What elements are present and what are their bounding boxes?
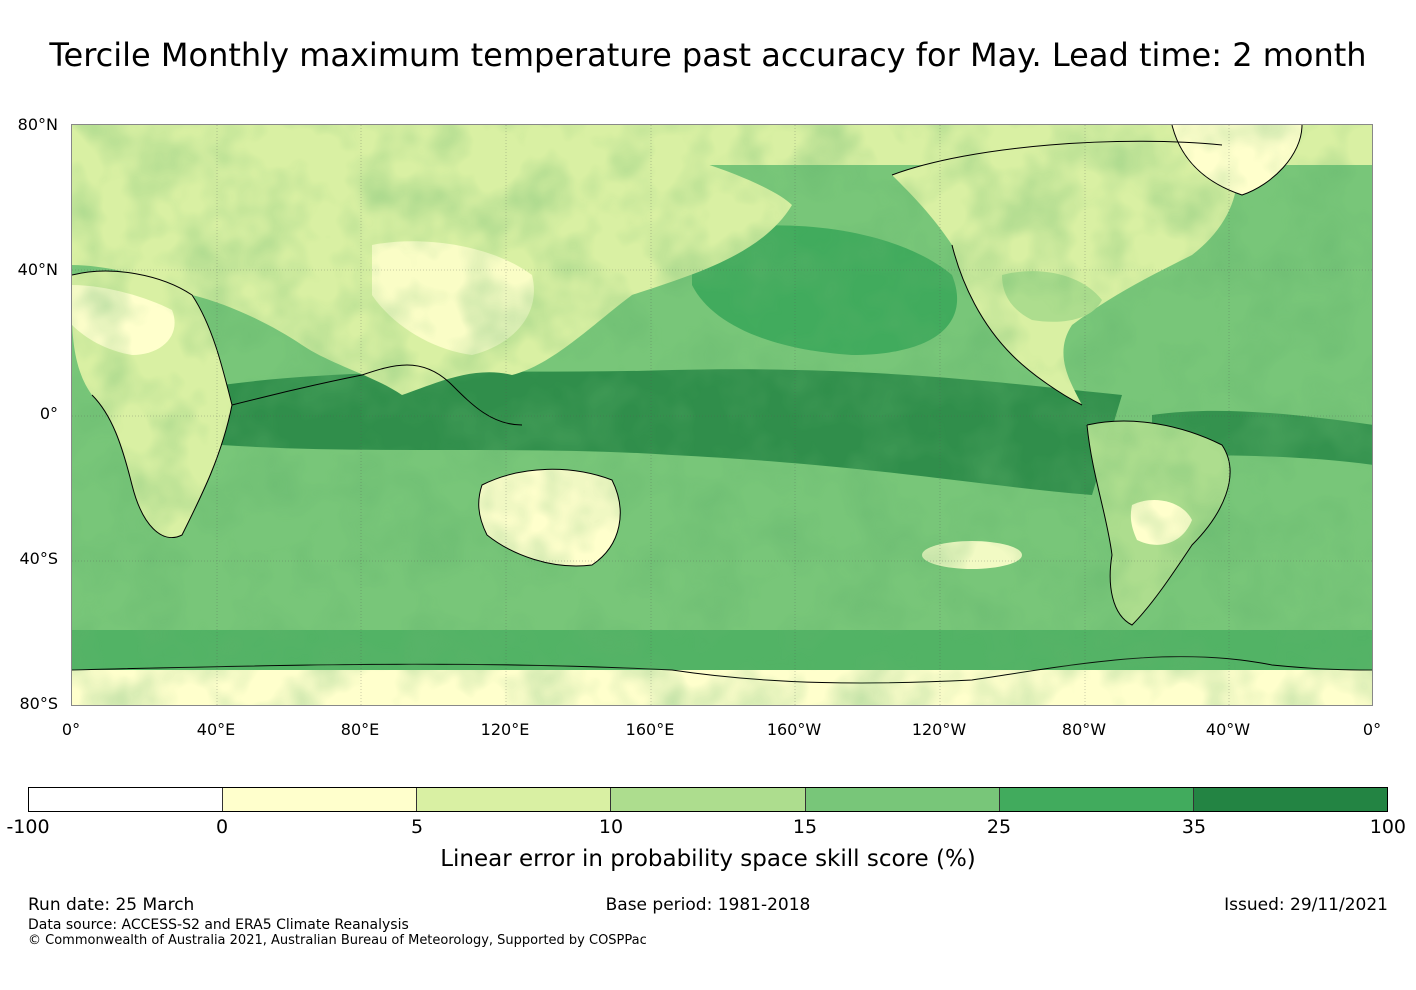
base-period: Base period: 1981-2018 xyxy=(605,895,811,915)
lon-label-0: 0° xyxy=(61,720,81,739)
data-source: Data source: ACCESS-S2 and ERA5 Climate … xyxy=(28,917,409,933)
colorbar-segment xyxy=(29,788,224,811)
colorbar-tick: -100 xyxy=(6,816,50,838)
coastlines xyxy=(72,125,1303,626)
run-date: Run date: 25 March xyxy=(28,895,195,915)
map-canvas xyxy=(72,125,1372,705)
lon-label-0-east: 0° xyxy=(1362,720,1382,739)
colorbar-segment xyxy=(1193,788,1387,811)
lon-label-80w: 80°W xyxy=(1061,720,1107,739)
colorbar-tick: 100 xyxy=(1369,816,1406,838)
colorbar-segment xyxy=(805,788,1000,811)
copyright: © Commonwealth of Australia 2021, Austra… xyxy=(28,933,647,948)
lon-label-120e: 120°E xyxy=(480,720,530,739)
lat-label-40n: 40°N xyxy=(17,260,58,279)
lat-label-80s: 80°S xyxy=(19,694,58,713)
lat-label-40s: 40°S xyxy=(19,549,58,568)
lon-label-40w: 40°W xyxy=(1205,720,1251,739)
colorbar-tick: 5 xyxy=(410,816,424,838)
lat-label-0: 0° xyxy=(39,404,58,423)
lon-label-120w: 120°W xyxy=(911,720,967,739)
graticule xyxy=(72,125,1372,705)
issued-date: Issued: 29/11/2021 xyxy=(1224,895,1388,915)
colorbar-segment xyxy=(223,788,418,811)
colorbar-segment xyxy=(999,788,1194,811)
colorbar-tick: 15 xyxy=(792,816,818,838)
colorbar-label: Linear error in probability space skill … xyxy=(440,846,976,872)
colorbar-tick: 25 xyxy=(986,816,1012,838)
colorbar-segment xyxy=(611,788,806,811)
colorbar xyxy=(28,787,1388,812)
lon-label-40e: 40°E xyxy=(196,720,236,739)
colorbar-segment xyxy=(417,788,612,811)
colorbar-tick: 10 xyxy=(598,816,624,838)
map-title: Tercile Monthly maximum temperature past… xyxy=(49,36,1367,74)
lon-label-160w: 160°W xyxy=(766,720,822,739)
lon-label-160e: 160°E xyxy=(625,720,675,739)
skill-texture-overlay xyxy=(72,125,1372,705)
colorbar-tick: 0 xyxy=(215,816,229,838)
lon-label-80e: 80°E xyxy=(340,720,380,739)
skill-score-map xyxy=(71,124,1373,706)
colorbar-tick: 35 xyxy=(1181,816,1207,838)
lat-label-80n: 80°N xyxy=(17,115,58,134)
